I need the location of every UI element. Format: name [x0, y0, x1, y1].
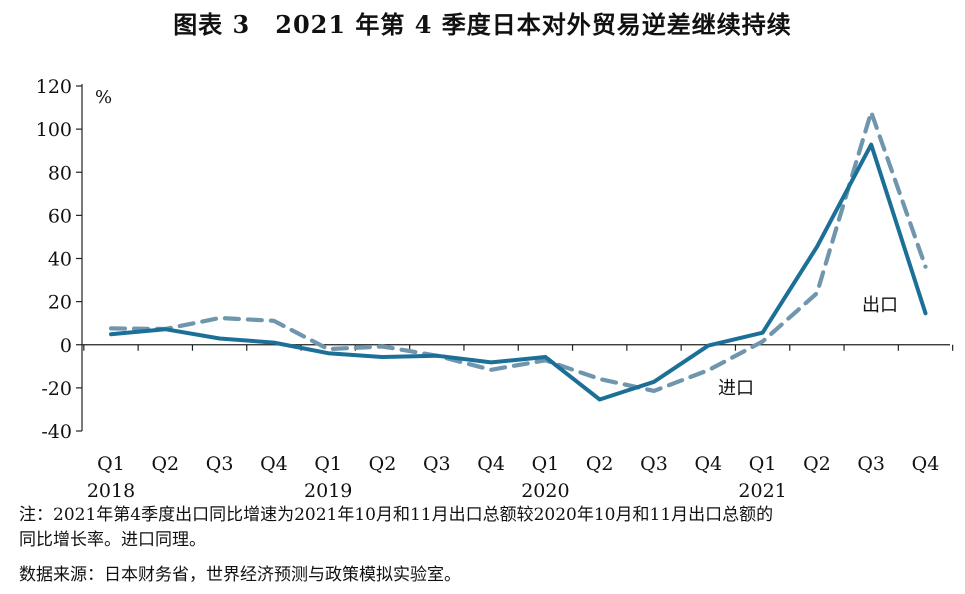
export-series-line: [109, 142, 928, 402]
import-series-label: 进口: [718, 378, 754, 399]
y-tick-label: 100: [36, 119, 72, 141]
x-tick-label: Q2: [369, 453, 397, 475]
x-tick-label: Q3: [640, 453, 668, 475]
y-tick-label: 0: [60, 335, 72, 357]
import-series-line: [108, 110, 928, 393]
y-tick-label: 60: [48, 205, 72, 227]
y-unit-label: %: [95, 87, 112, 108]
export-series-label: 出口: [862, 295, 898, 316]
y-tick-label: -20: [41, 378, 72, 400]
y-tick-label: 40: [48, 249, 72, 271]
x-tick-label: Q3: [857, 453, 885, 475]
footnote-line-1: 注：2021年第4季度出口同比增速为2021年10月和11月出口总额较2020年…: [19, 505, 774, 525]
y-tick-label: -40: [41, 421, 72, 443]
x-tick-label: Q4: [260, 453, 288, 475]
year-label: 2019: [304, 480, 352, 502]
year-label: 2018: [87, 480, 135, 502]
x-tick-label: Q2: [803, 453, 831, 475]
source-note: 数据来源：日本财务省，世界经济预测与政策模拟实验室。: [19, 565, 461, 585]
chart-title: 图表 3 2021 年第 4 季度日本对外贸易逆差继续持续: [173, 10, 792, 39]
x-tick-label: Q2: [151, 453, 179, 475]
year-label: 2021: [738, 480, 786, 502]
x-tick-label: Q3: [206, 453, 234, 475]
x-tick-label: Q2: [586, 453, 614, 475]
y-tick-label: 20: [48, 292, 72, 314]
x-tick-label: Q4: [694, 453, 722, 475]
x-tick-label: Q3: [423, 453, 451, 475]
x-tick-label: Q1: [532, 453, 560, 475]
year-label: 2020: [521, 480, 569, 502]
x-tick-label: Q1: [314, 453, 342, 475]
x-tick-label: Q4: [477, 453, 505, 475]
y-tick-label: 120: [36, 76, 72, 98]
x-tick-label: Q4: [912, 453, 940, 475]
x-tick-label: Q1: [97, 453, 125, 475]
footnote-line-2: 同比增长率。进口同理。: [19, 530, 206, 550]
y-tick-label: 80: [48, 162, 72, 184]
x-tick-label: Q1: [749, 453, 777, 475]
